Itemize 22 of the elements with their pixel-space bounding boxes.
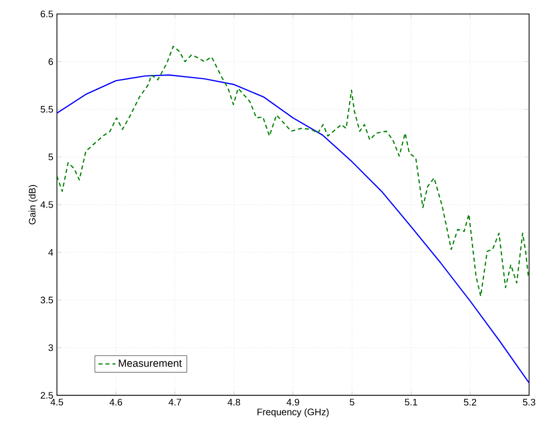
x-tick-label: 4.9	[286, 398, 300, 406]
x-axis-title: Frequency (GHz)	[258, 408, 329, 418]
y-axis-title: Gain (dB)	[28, 184, 38, 224]
x-tick-label: 4.7	[168, 398, 182, 406]
y-tick-label: 5.5	[40, 106, 54, 112]
y-tick-label: 4	[48, 248, 54, 256]
x-tick-label: 5	[350, 398, 354, 406]
x-tick-label: 4.6	[110, 398, 122, 406]
y-tick-label: 4.5	[40, 201, 54, 208]
x-tick-label: 5.1	[404, 398, 418, 406]
y-tick-label: 6	[48, 58, 53, 65]
line-series	[56, 74, 530, 384]
y-tick-label: 5	[48, 154, 54, 160]
line-series	[56, 46, 530, 297]
y-tick-label: 2.5	[40, 392, 54, 399]
x-tick-label: 4.8	[228, 398, 240, 406]
x-tick-label: 5.3	[522, 398, 536, 406]
legend-label: Measurement	[118, 359, 182, 367]
y-tick-label: 3.5	[40, 296, 54, 304]
y-tick-label: 3	[48, 344, 53, 351]
x-tick-label: 5.2	[464, 398, 476, 406]
y-tick-label: 6.5	[40, 10, 54, 18]
